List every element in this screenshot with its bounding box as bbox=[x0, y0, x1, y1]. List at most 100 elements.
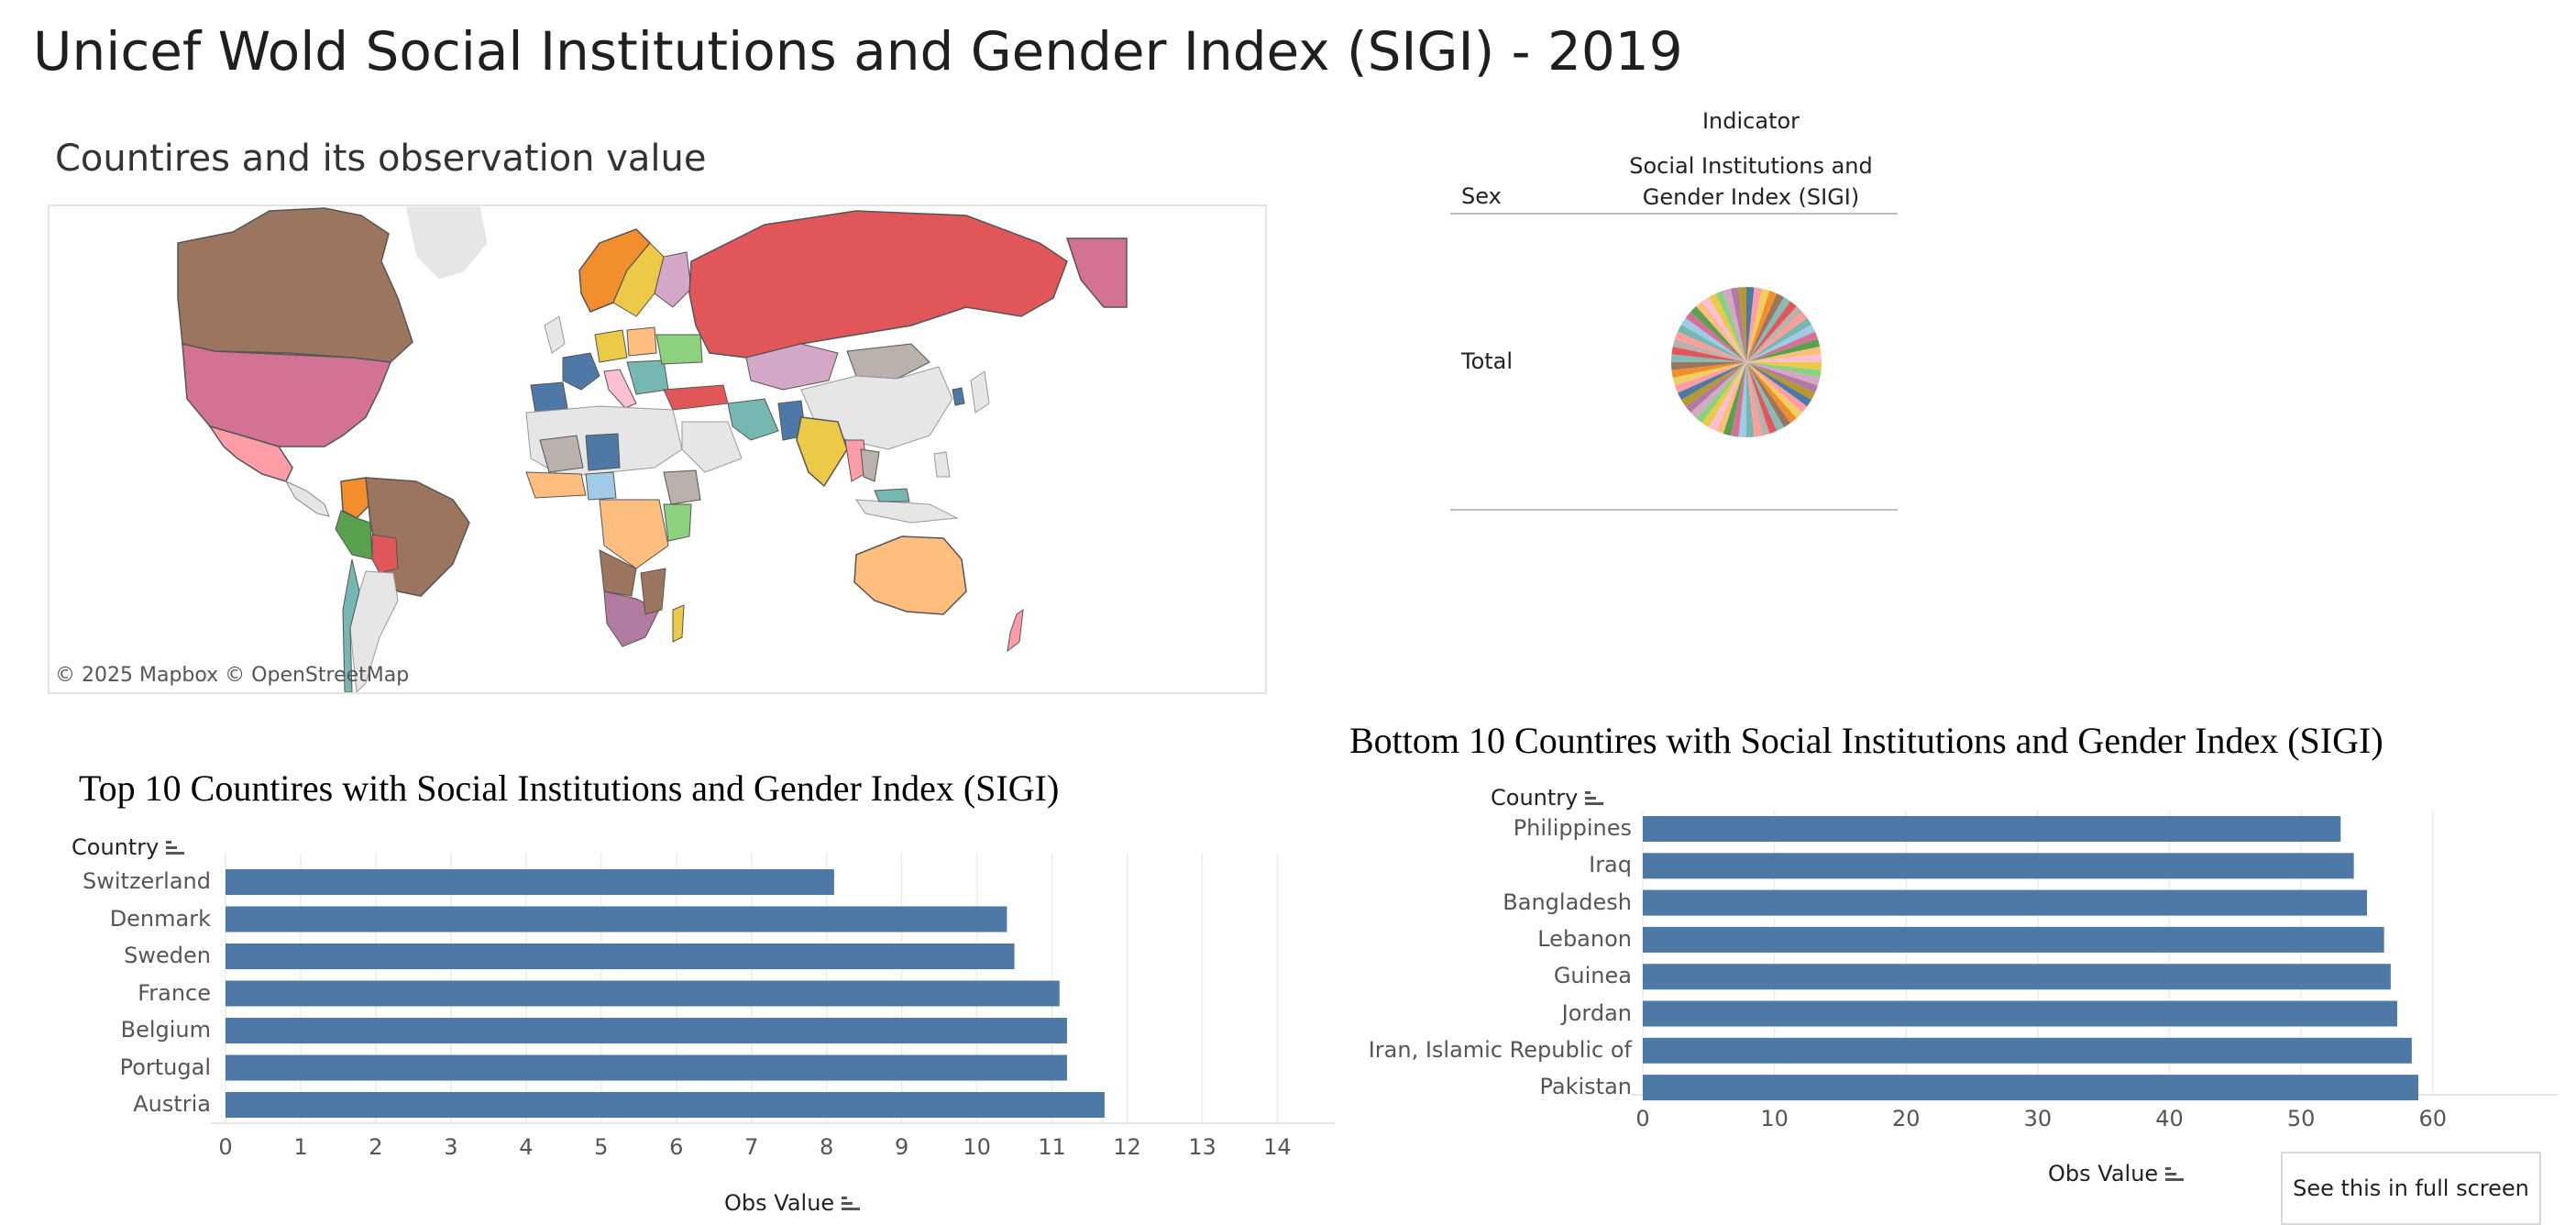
sort-icon[interactable] bbox=[842, 1197, 861, 1211]
sort-icon[interactable] bbox=[1585, 791, 1604, 806]
map-region-nigeria[interactable] bbox=[585, 471, 617, 501]
map-region-kazakhstan[interactable] bbox=[745, 343, 839, 391]
bottom10-country-header[interactable]: Country bbox=[1491, 785, 1604, 811]
pie-slice[interactable] bbox=[1685, 312, 1746, 362]
pie-slice[interactable] bbox=[1746, 317, 1812, 362]
bar[interactable] bbox=[1643, 926, 2384, 953]
map-region-angola[interactable] bbox=[599, 549, 637, 597]
pie-slice[interactable] bbox=[1746, 306, 1802, 362]
pie-slice[interactable] bbox=[1709, 293, 1746, 362]
map-region-germany[interactable] bbox=[594, 329, 628, 363]
map-region-iran[interactable] bbox=[727, 398, 779, 441]
bar[interactable] bbox=[1643, 853, 2354, 879]
map-region-france[interactable] bbox=[562, 352, 600, 391]
pie-slice[interactable] bbox=[1746, 288, 1770, 362]
pie-slice[interactable] bbox=[1746, 325, 1815, 362]
pie-slice[interactable] bbox=[1746, 301, 1797, 362]
bar[interactable] bbox=[226, 869, 834, 895]
bar[interactable] bbox=[226, 906, 1007, 933]
map-region-poland[interactable] bbox=[626, 326, 657, 357]
map-region-central-america[interactable] bbox=[284, 480, 330, 517]
bar[interactable] bbox=[1643, 964, 2391, 990]
map-region-turkey[interactable] bbox=[663, 384, 729, 411]
world-map[interactable]: © 2025 Mapbox © OpenStreetMap bbox=[48, 204, 1267, 694]
pie-slice[interactable] bbox=[1715, 291, 1746, 362]
map-region-russia[interactable] bbox=[688, 210, 1068, 359]
map-region-australia[interactable] bbox=[853, 535, 967, 615]
map-region-saudi[interactable] bbox=[681, 421, 743, 473]
pie-chart[interactable] bbox=[1668, 284, 1824, 440]
pie-slice[interactable] bbox=[1696, 362, 1746, 424]
pie-slice[interactable] bbox=[1746, 362, 1791, 428]
map-region-korea[interactable] bbox=[952, 387, 965, 406]
map-region-canada[interactable] bbox=[177, 207, 413, 363]
map-region-ukraine[interactable] bbox=[655, 334, 703, 365]
pie-slice[interactable] bbox=[1672, 338, 1746, 362]
pie-slice[interactable] bbox=[1730, 287, 1746, 362]
map-region-new-zealand[interactable] bbox=[1007, 608, 1024, 653]
pie-slice[interactable] bbox=[1746, 331, 1818, 362]
pie-slice[interactable] bbox=[1723, 362, 1746, 436]
pie-slice[interactable] bbox=[1730, 362, 1746, 437]
bottom10-xaxis-title[interactable]: Obs Value bbox=[2048, 1161, 2185, 1186]
bar[interactable] bbox=[1643, 816, 2341, 842]
pie-slice[interactable] bbox=[1675, 331, 1746, 362]
map-region-indonesia[interactable] bbox=[855, 499, 959, 524]
top10-country-header[interactable]: Country bbox=[72, 834, 185, 860]
map-region-ethiopia[interactable] bbox=[663, 469, 701, 505]
map-region-balkans[interactable] bbox=[626, 359, 669, 395]
pie-slice[interactable] bbox=[1738, 287, 1746, 362]
pie-slice[interactable] bbox=[1746, 362, 1821, 386]
map-region-japan[interactable] bbox=[970, 370, 990, 414]
map-region-chile[interactable] bbox=[342, 558, 360, 692]
bar[interactable] bbox=[1643, 889, 2367, 916]
pie-slice[interactable] bbox=[1746, 346, 1822, 362]
pie-slice[interactable] bbox=[1746, 362, 1818, 393]
bar[interactable] bbox=[1643, 1000, 2398, 1027]
top10-bar-chart[interactable]: 0 1 2 3 4 5 6 7 8 9 10 11 12 13 14 bbox=[211, 853, 1348, 1164]
bar[interactable] bbox=[226, 1092, 1105, 1118]
pie-slice[interactable] bbox=[1746, 362, 1770, 436]
bar[interactable] bbox=[1643, 1075, 2419, 1101]
pie-slice[interactable] bbox=[1746, 362, 1784, 431]
map-credit[interactable]: © 2025 Mapbox © OpenStreetMap bbox=[55, 664, 410, 687]
map-region-spain[interactable] bbox=[530, 381, 568, 414]
bar[interactable] bbox=[226, 1054, 1067, 1081]
map-region-mongolia[interactable] bbox=[846, 343, 930, 380]
pie-slice[interactable] bbox=[1680, 317, 1746, 362]
pie-slice[interactable] bbox=[1685, 362, 1746, 413]
pie-slice[interactable] bbox=[1723, 288, 1746, 362]
pie-slice[interactable] bbox=[1701, 296, 1746, 362]
pie-slice[interactable] bbox=[1746, 287, 1755, 362]
pie-slice[interactable] bbox=[1715, 362, 1746, 434]
pie-slice[interactable] bbox=[1675, 362, 1746, 393]
pie-slice[interactable] bbox=[1746, 362, 1778, 434]
map-region-madagascar[interactable] bbox=[672, 604, 685, 643]
fullscreen-button[interactable]: See this in full screen bbox=[2281, 1152, 2541, 1225]
pie-slice[interactable] bbox=[1746, 287, 1763, 362]
bar[interactable] bbox=[226, 980, 1060, 1007]
pie-slice[interactable] bbox=[1701, 362, 1746, 428]
map-region-mozambique[interactable] bbox=[640, 568, 666, 615]
map-region-kenya[interactable] bbox=[663, 503, 692, 542]
map-region-italy[interactable] bbox=[603, 369, 637, 409]
sort-icon[interactable] bbox=[166, 841, 185, 855]
map-region-greenland[interactable] bbox=[404, 206, 489, 281]
pie-slice[interactable] bbox=[1738, 362, 1746, 437]
pie-slice[interactable] bbox=[1746, 338, 1821, 362]
pie-slice[interactable] bbox=[1746, 354, 1822, 362]
pie-slice[interactable] bbox=[1672, 362, 1746, 386]
top10-xaxis-title[interactable]: Obs Value bbox=[724, 1190, 861, 1216]
map-region-chukotka[interactable] bbox=[1065, 237, 1128, 308]
bar[interactable] bbox=[226, 1018, 1067, 1043]
pie-slice[interactable] bbox=[1746, 293, 1784, 362]
sort-icon[interactable] bbox=[2165, 1167, 2185, 1182]
pie-slice[interactable] bbox=[1746, 362, 1755, 437]
map-region-thailand[interactable] bbox=[860, 448, 880, 482]
pie-slice[interactable] bbox=[1746, 362, 1822, 379]
pie-slice[interactable] bbox=[1671, 354, 1746, 362]
pie-slice[interactable] bbox=[1709, 362, 1746, 431]
map-region-malaysia[interactable] bbox=[874, 488, 910, 502]
map-region-india[interactable] bbox=[796, 416, 848, 488]
pie-slice[interactable] bbox=[1678, 362, 1746, 400]
